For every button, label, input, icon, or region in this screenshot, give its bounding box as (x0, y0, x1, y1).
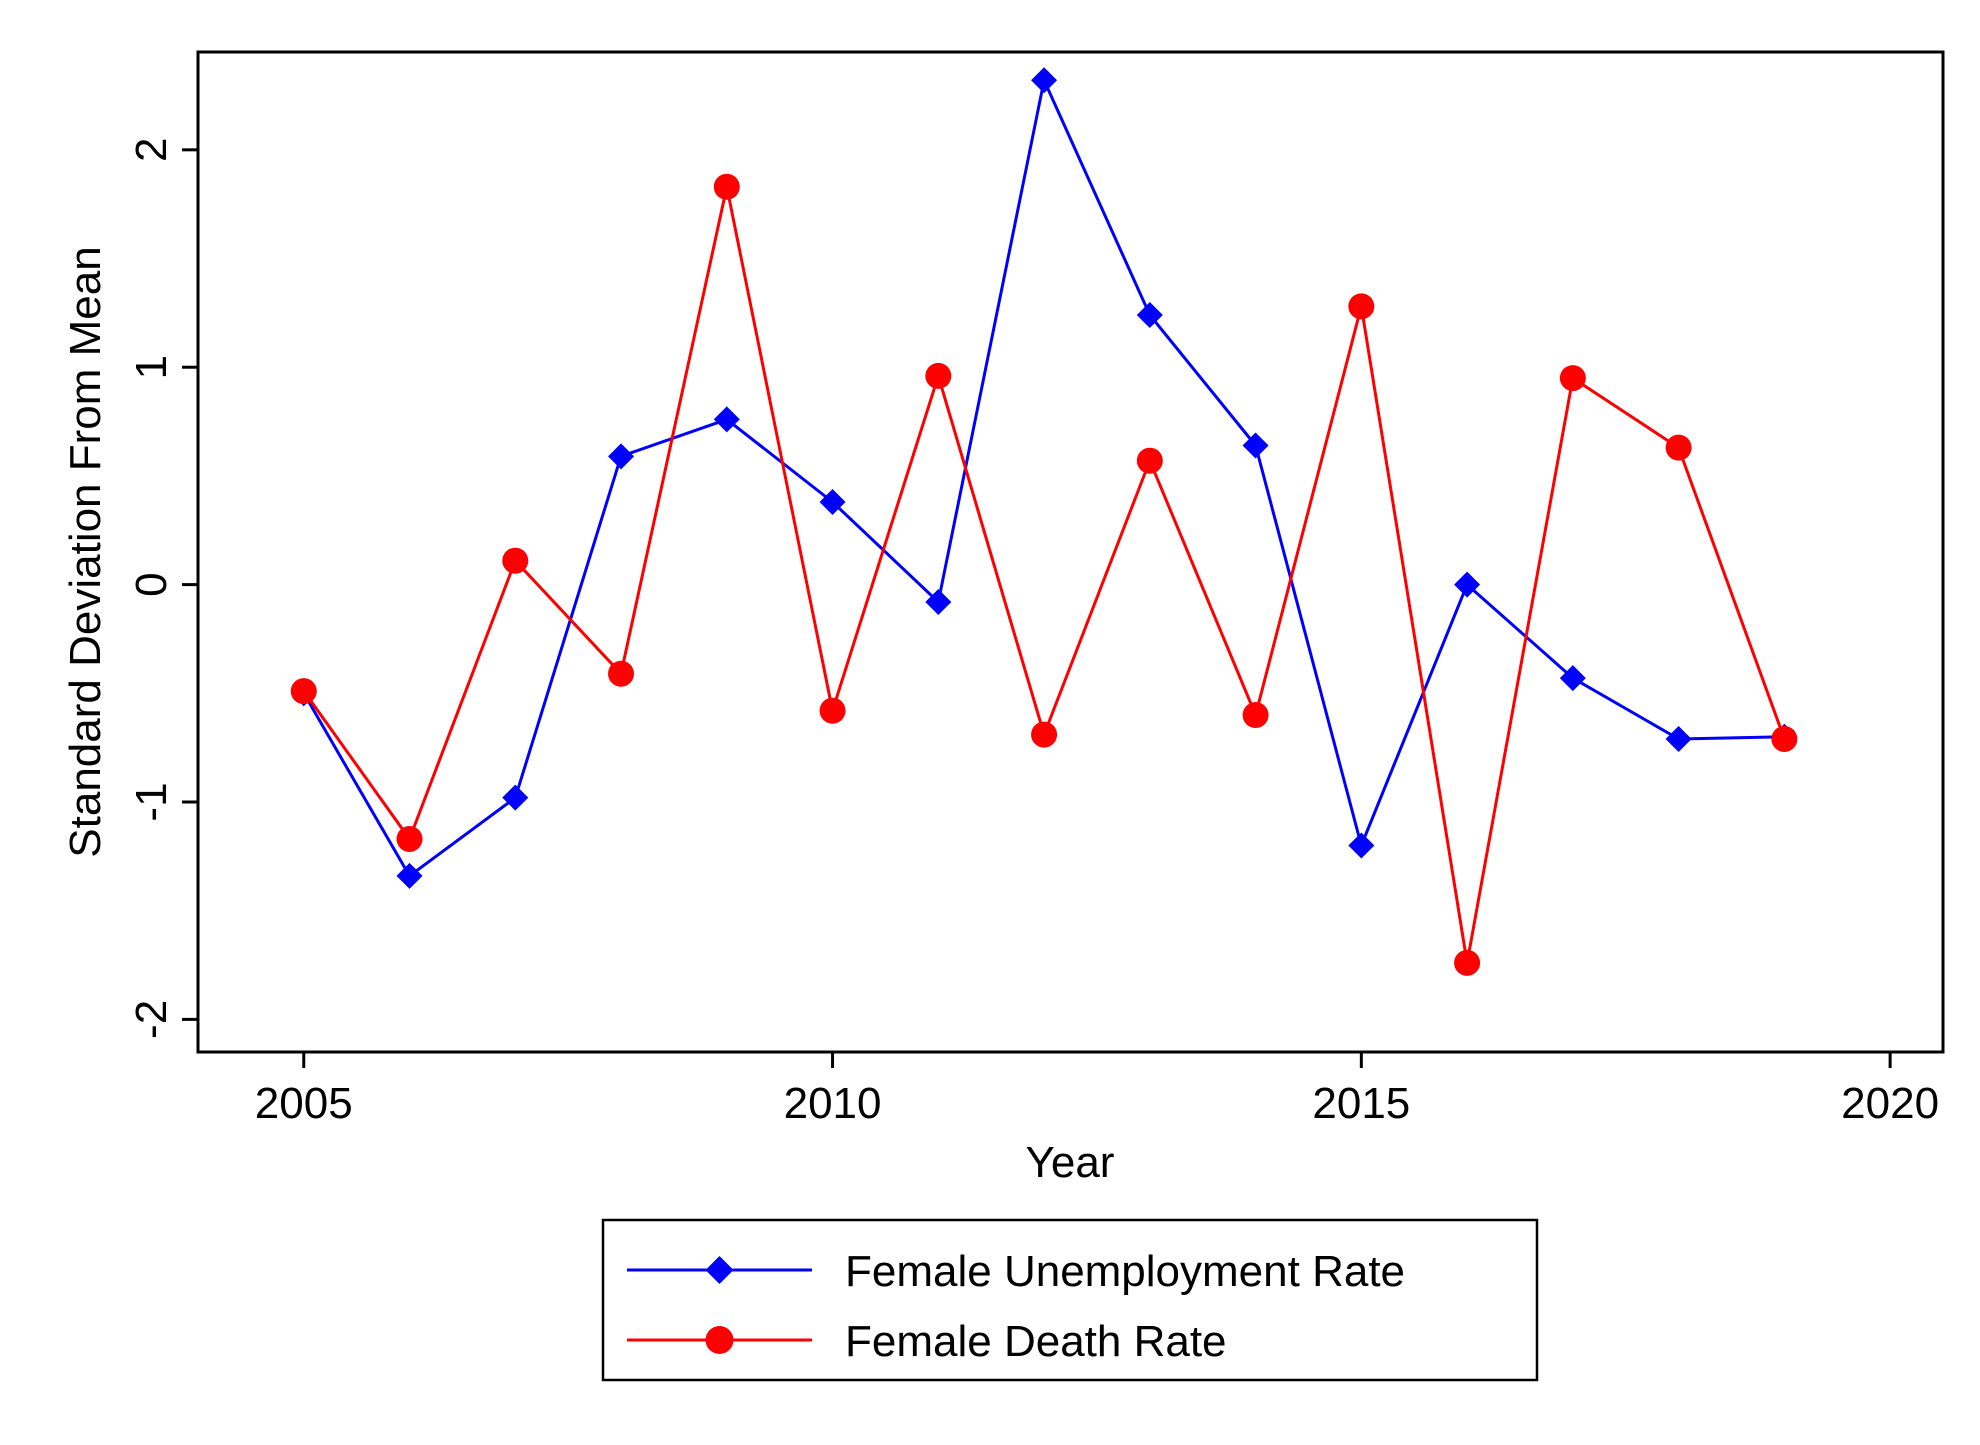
point-unemployment-2012 (1031, 67, 1058, 94)
y-tick-label-4: 2 (127, 138, 176, 162)
point-death-2014 (1242, 702, 1269, 729)
x-axis: 2005 2010 2015 2020 (255, 1052, 1939, 1128)
series-layer (290, 67, 1798, 976)
point-unemployment-2007 (502, 784, 529, 811)
point-death-2017 (1559, 365, 1586, 392)
legend-label-unemployment: Female Unemployment Rate (845, 1247, 1405, 1296)
point-unemployment-2010 (819, 489, 846, 515)
series-line-unemployment (302, 78, 1785, 878)
y-axis-label: Standard Deviation From Mean (61, 246, 110, 857)
y-tick-label-2: 0 (127, 572, 176, 596)
x-tick-label-0: 2005 (255, 1079, 353, 1128)
point-death-2013 (1136, 447, 1163, 474)
legend: Female Unemployment Rate Female Death Ra… (601, 1218, 1539, 1382)
point-death-2019 (1771, 725, 1798, 752)
series-death (290, 173, 1798, 976)
legend-marker-death (705, 1326, 734, 1354)
point-unemployment-2009 (713, 406, 740, 433)
y-tick-label-1: -1 (127, 782, 176, 821)
series-line-death (302, 185, 1786, 965)
y-tick-label-3: 1 (127, 355, 176, 379)
point-unemployment-2016 (1454, 571, 1481, 598)
point-death-2005 (290, 678, 317, 705)
legend-box (601, 1218, 1539, 1382)
series-unemployment (290, 67, 1798, 889)
point-unemployment-2006 (396, 862, 423, 889)
x-tick-label-3: 2020 (1841, 1079, 1939, 1128)
point-death-2011 (925, 362, 952, 389)
point-unemployment-2017 (1559, 665, 1586, 692)
legend-marker-unemployment (705, 1256, 734, 1284)
point-unemployment-2011 (925, 589, 952, 615)
x-axis-label: Year (1026, 1138, 1115, 1187)
point-unemployment-2013 (1136, 302, 1163, 329)
point-death-2016 (1454, 949, 1481, 976)
point-death-2015 (1348, 293, 1375, 320)
y-axis: -2 -1 0 1 2 (127, 138, 198, 1039)
point-unemployment-2015 (1348, 832, 1375, 859)
point-unemployment-2008 (608, 443, 635, 470)
point-death-2007 (502, 547, 529, 574)
point-death-2012 (1031, 721, 1058, 748)
point-unemployment-2018 (1665, 725, 1692, 752)
x-tick-label-1: 2010 (784, 1079, 882, 1128)
point-death-2009 (713, 173, 740, 200)
legend-label-death: Female Death Rate (845, 1317, 1227, 1366)
x-tick-label-2: 2015 (1312, 1079, 1410, 1128)
y-tick-label-0: -2 (127, 1000, 176, 1039)
point-death-2010 (819, 697, 846, 724)
point-death-2006 (396, 825, 423, 852)
point-death-2008 (608, 660, 635, 687)
point-death-2018 (1665, 434, 1692, 461)
point-unemployment-2014 (1242, 432, 1269, 459)
plot-frame (196, 50, 1945, 1054)
